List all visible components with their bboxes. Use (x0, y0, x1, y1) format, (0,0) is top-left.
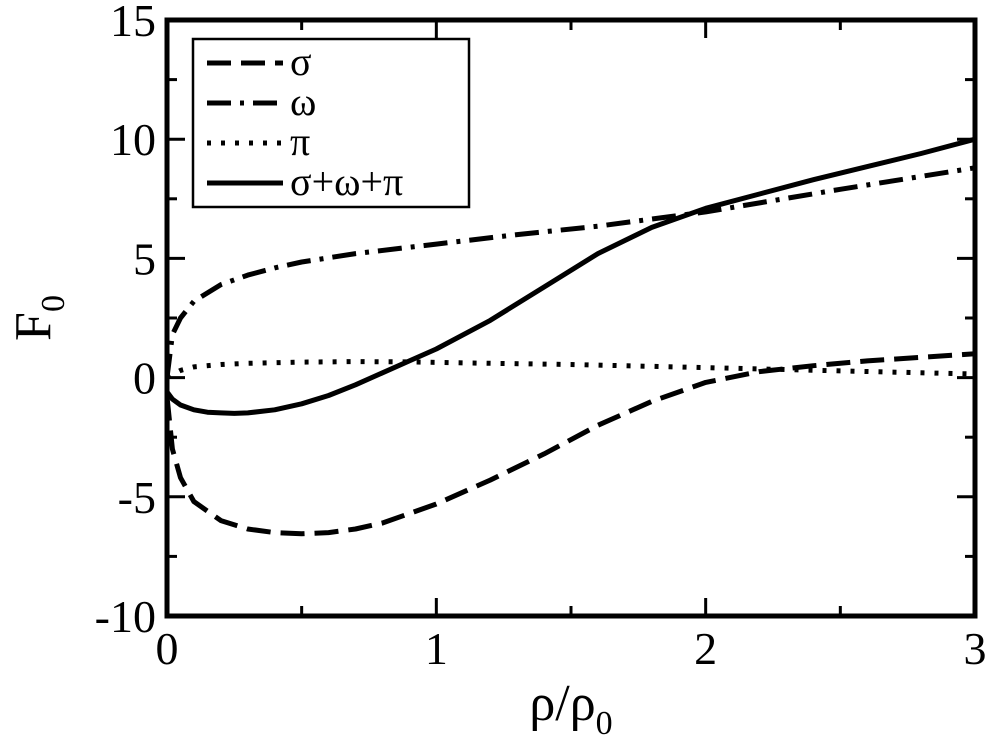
y-axis-label: F0 (5, 295, 72, 341)
legend-sigma-label: σ (290, 39, 312, 84)
x-tick-label: 0 (156, 623, 179, 674)
series-line-4 (165, 136, 976, 416)
x-tick-label: 3 (964, 623, 987, 674)
tick-labels-layer: 0 1 2 3 -10 -5 0 5 10 15 (95, 0, 987, 674)
y-tick-label: -10 (95, 591, 156, 642)
y-tick-label: 10 (110, 114, 156, 165)
ticks-layer (165, 18, 977, 618)
series-layer (164, 136, 976, 537)
y-tick-label: 0 (133, 353, 156, 404)
series-line-1 (164, 351, 976, 537)
x-tick-label: 1 (425, 623, 448, 674)
legend-pi-label: π (290, 119, 310, 164)
x-axis-label: ρ/ρ0 (529, 675, 612, 742)
legend-box (191, 37, 471, 209)
x-tick-label: 2 (694, 623, 717, 674)
legend-sum-label: σ+ω+π (290, 159, 403, 204)
series-line-3 (165, 359, 976, 380)
legend: σ ω π σ+ω+π (191, 37, 471, 209)
legend-omega-label: ω (290, 79, 316, 124)
series-line-2 (164, 165, 976, 378)
y-tick-label: -5 (118, 472, 156, 523)
y-tick-label: 5 (133, 233, 156, 284)
y-tick-label: 15 (110, 0, 156, 46)
